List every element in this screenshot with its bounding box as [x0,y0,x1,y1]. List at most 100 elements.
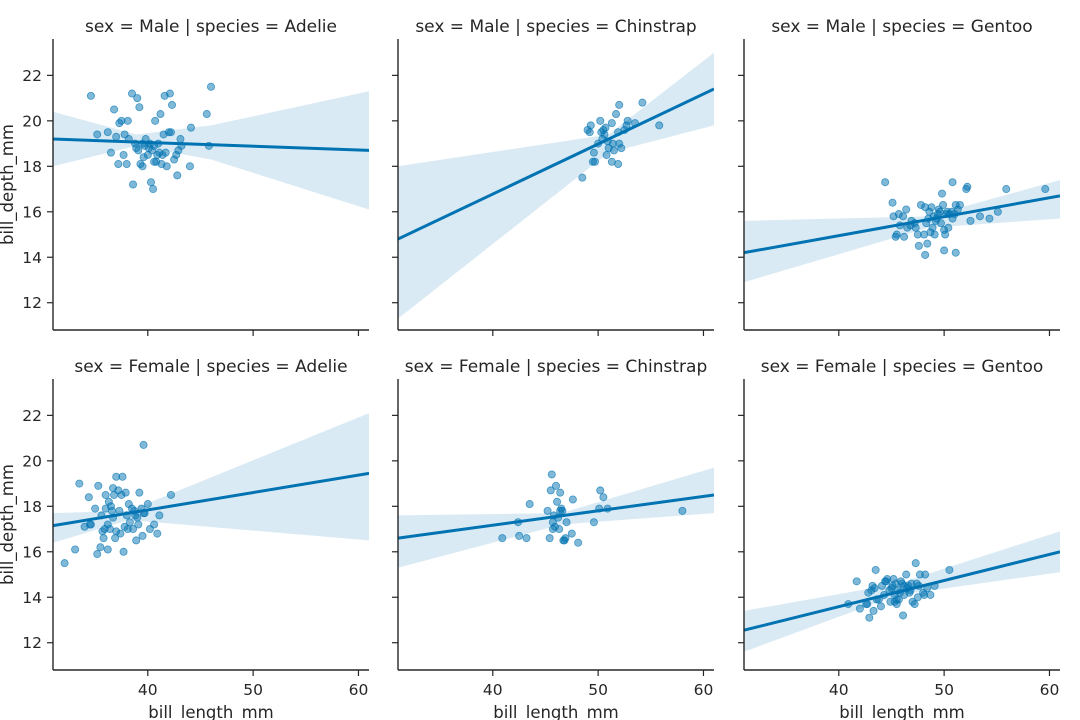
data-point [900,232,909,241]
y-tick-label: 22 [22,407,42,425]
data-point [556,488,565,497]
data-point [138,162,147,171]
data-point [132,536,141,545]
data-point [589,518,598,527]
data-point [939,200,948,209]
data-point [928,223,937,232]
data-point [894,210,903,219]
x-tick-label: 40 [829,681,849,699]
panel-title: sex = Male | species = Chinstrap [415,17,696,37]
data-point [522,534,531,543]
data-point [601,123,610,132]
data-point [129,180,138,189]
data-point [543,506,552,515]
data-point [1041,185,1050,194]
facet-panel-6: 40 50 60 sex = Female | species = Gentoo bil… [738,357,1060,720]
data-point [655,121,664,130]
data-point [112,472,121,481]
data-point [111,534,120,543]
data-point [911,559,920,568]
data-point [144,144,153,153]
facet-panel-5: 40 50 60 sex = Female | species = Chinstrap… [392,357,714,720]
y-tick-label: 22 [22,67,42,85]
data-point [165,89,174,98]
x-axis-label: bill_length_mm [839,703,964,720]
data-point [963,182,972,191]
data-point [562,518,571,527]
data-point [678,506,687,515]
data-point [93,130,102,139]
plot-area [398,467,714,568]
y-tick-label: 14 [22,249,42,267]
data-point [186,123,195,132]
data-point [133,94,142,103]
data-point [125,518,134,527]
data-point [153,529,162,538]
data-point [103,128,112,137]
regression-line [744,194,1060,255]
data-point [586,121,595,130]
data-point [86,520,95,529]
y-tick-label: 18 [22,498,42,516]
data-point [855,604,864,613]
data-point [607,119,616,128]
y-tick-label: 18 [22,158,42,176]
data-point [871,565,880,574]
data-point [948,178,957,187]
data-point [921,570,930,579]
regression-line [398,87,714,241]
data-point [902,205,911,214]
data-point [132,144,141,153]
x-tick-label: 40 [138,681,158,699]
data-point [133,513,142,522]
data-point [206,82,215,91]
data-point [596,486,605,495]
x-tick-label: 60 [1040,681,1060,699]
data-point [615,100,624,109]
data-point [1002,185,1011,194]
data-point [107,506,116,515]
data-point [91,504,100,513]
data-point [936,219,945,228]
confidence-band [53,413,369,543]
data-point [899,611,908,620]
data-point [86,91,95,100]
data-point [94,481,103,490]
plot-area [53,413,369,568]
data-point [944,223,953,232]
data-point [553,497,562,506]
data-point [966,216,975,225]
data-point [881,178,890,187]
data-point [174,146,183,155]
data-point [114,160,123,169]
data-point [590,157,599,166]
data-point [888,198,897,207]
panel-title: sex = Female | species = Adelie [74,357,347,377]
facet-panel-2: sex = Male | species = Chinstrap [392,17,714,336]
data-point [173,171,182,180]
data-point [921,250,930,259]
data-point [156,110,165,119]
x-axis-label: bill_length_mm [148,703,273,720]
data-point [545,534,554,543]
data-point [941,230,950,239]
data-point [75,479,84,488]
data-point [919,588,928,597]
data-point [515,531,524,540]
data-point [552,481,561,490]
data-point [623,116,632,125]
x-tick-label: 50 [243,681,263,699]
data-point [892,230,901,239]
data-point [602,150,611,159]
data-point [614,160,623,169]
panel-title: sex = Female | species = Gentoo [761,357,1044,377]
y-tick-label: 12 [22,634,42,652]
data-point [898,579,907,588]
data-point [121,488,130,497]
data-point [910,600,919,609]
data-point [567,529,576,538]
y-tick-label: 16 [22,543,42,561]
data-point [93,550,102,559]
data-point [176,135,185,144]
